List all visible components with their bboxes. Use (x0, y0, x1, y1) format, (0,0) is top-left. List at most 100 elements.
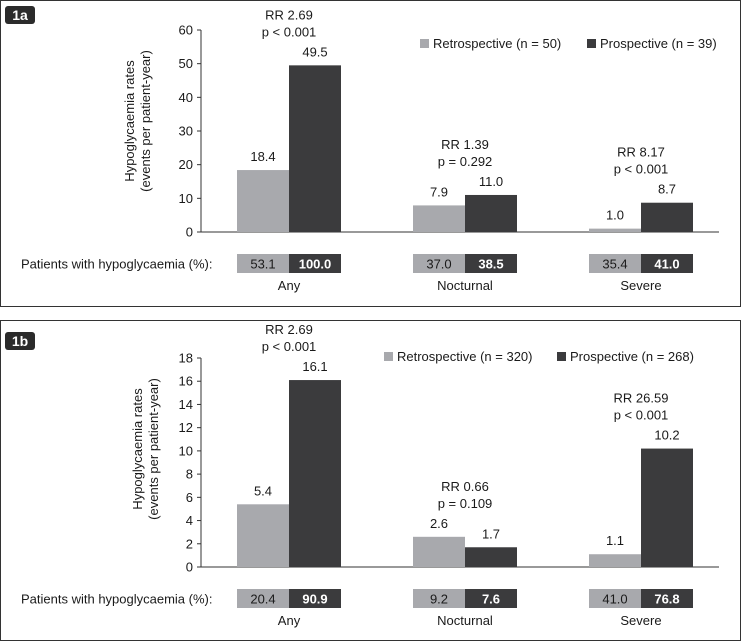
x-category-label: Severe (620, 613, 661, 628)
bar-value-label: 5.4 (254, 483, 272, 498)
legend-swatch-prospective (587, 39, 596, 48)
bar-value-label: 11.0 (479, 174, 503, 189)
bar-retrospective (413, 536, 465, 567)
bar-value-label: 49.5 (302, 44, 327, 59)
legend-label-prospective: Prospective (n = 268) (570, 349, 694, 364)
bar-value-label: 8.7 (658, 182, 676, 197)
y-tick-label: 12 (179, 420, 193, 435)
pct-cell-retrospective (413, 254, 465, 273)
y-axis-title-line1: Hypoglycaemia rates (130, 388, 145, 510)
pct-value-prospective: 41.0 (654, 257, 679, 272)
y-axis-title: Hypoglycaemia rates (events per patient-y… (130, 378, 161, 520)
pct-cell-retrospective (413, 589, 465, 608)
p-value-annotation: p < 0.001 (614, 408, 669, 423)
bar-value-label: 2.6 (430, 516, 448, 531)
pct-value-retrospective: 20.4 (250, 592, 275, 607)
y-tick-label: 50 (179, 56, 193, 71)
x-category-label: Any (278, 278, 301, 293)
chart-1b-svg: 1b 0 2 4 6 8 10 12 14 16 18 Hypoglycaemia rates (eve… (5, 322, 719, 628)
panel-label: 1a (12, 7, 28, 23)
bar-prospective (465, 194, 517, 232)
y-tick-label: 20 (179, 157, 193, 172)
bar-prospective (641, 448, 693, 567)
p-value-annotation: p < 0.001 (262, 339, 317, 354)
pct-value-retrospective: 9.2 (430, 592, 448, 607)
y-tick-label: 6 (186, 490, 193, 505)
bar-value-label: 1.0 (606, 208, 624, 223)
legend-label-prospective: Prospective (n = 39) (600, 36, 717, 51)
rr-annotation: RR 2.69 (265, 7, 313, 22)
y-axis-title: Hypoglycaemia rates (events per patient-y… (122, 50, 153, 192)
legend-swatch-prospective (557, 352, 566, 361)
pct-value-retrospective: 53.1 (250, 257, 275, 272)
y-axis-title-line2: (events per patient-year) (138, 50, 153, 192)
bar-value-label: 7.9 (430, 184, 448, 199)
bar-retrospective (589, 554, 641, 567)
pct-cell-retrospective (237, 589, 289, 608)
pct-cell-prospective (289, 589, 341, 608)
pct-value-prospective: 100.0 (299, 257, 332, 272)
panel-label-badge (5, 332, 35, 350)
rr-annotation: RR 26.59 (614, 391, 669, 406)
y-tick-label: 0 (186, 225, 193, 240)
y-tick-label: 30 (179, 124, 193, 139)
bar-value-label: 16.1 (302, 359, 327, 374)
pct-cell-prospective (289, 254, 341, 273)
chart-panel-1a: 1a 0 10 20 30 40 50 60 Hypoglycaemia rates (event… (0, 0, 741, 307)
y-tick-label: 2 (186, 536, 193, 551)
panel-label: 1b (12, 333, 28, 349)
p-value-annotation: p = 0.109 (438, 496, 493, 511)
bar-value-label: 18.4 (250, 149, 275, 164)
bar-value-label: 1.7 (482, 526, 500, 541)
y-axis-title-line2: (events per patient-year) (146, 378, 161, 520)
bar-value-label: 10.2 (654, 428, 679, 443)
y-tick-label: 14 (179, 397, 193, 412)
p-value-annotation: p < 0.001 (262, 24, 317, 39)
y-tick-label: 4 (186, 513, 193, 528)
y-tick-label: 60 (179, 23, 193, 38)
x-category-label: Any (278, 613, 301, 628)
y-tick-label: 40 (179, 90, 193, 105)
pct-cell-retrospective (589, 254, 641, 273)
panel-label-badge (5, 6, 35, 24)
pct-value-retrospective: 35.4 (602, 257, 627, 272)
y-axis-title-line1: Hypoglycaemia rates (122, 60, 137, 182)
pct-cell-prospective (641, 589, 693, 608)
pct-cell-retrospective (589, 589, 641, 608)
pct-cell-retrospective (237, 254, 289, 273)
bar-prospective (465, 547, 517, 567)
bar-value-label: 1.1 (606, 533, 624, 548)
y-tick-label: 10 (179, 443, 193, 458)
bar-retrospective (413, 205, 465, 232)
y-tick-label: 0 (186, 560, 193, 575)
pct-table-label: Patients with hypoglycaemia (%): (21, 257, 212, 272)
x-category-label: Nocturnal (437, 278, 493, 293)
chart-1a-svg: 1a 0 10 20 30 40 50 60 Hypoglycaemia rates (event… (5, 6, 719, 293)
rr-annotation: RR 0.66 (441, 479, 489, 494)
pct-value-prospective: 38.5 (478, 257, 503, 272)
x-category-label: Nocturnal (437, 613, 493, 628)
pct-cell-prospective (641, 254, 693, 273)
legend-swatch-retrospective (384, 352, 393, 361)
bar-prospective (289, 380, 341, 567)
legend-swatch-retrospective (420, 39, 429, 48)
y-tick-label: 18 (179, 351, 193, 366)
y-tick-label: 10 (179, 191, 193, 206)
pct-value-retrospective: 37.0 (426, 257, 451, 272)
x-category-label: Severe (620, 278, 661, 293)
pct-value-prospective: 7.6 (482, 592, 500, 607)
legend-label-retrospective: Retrospective (n = 320) (397, 349, 532, 364)
rr-annotation: RR 8.17 (617, 145, 665, 160)
legend-label-retrospective: Retrospective (n = 50) (433, 36, 561, 51)
p-value-annotation: p < 0.001 (614, 162, 669, 177)
pct-table-label: Patients with hypoglycaemia (%): (21, 592, 212, 607)
chart-panel-1b: 1b 0 2 4 6 8 10 12 14 16 18 Hypoglycaemia rates (eve… (0, 320, 741, 641)
y-tick-label: 8 (186, 467, 193, 482)
pct-cell-prospective (465, 254, 517, 273)
pct-value-prospective: 90.9 (302, 592, 327, 607)
rr-annotation: RR 1.39 (441, 137, 489, 152)
pct-value-prospective: 76.8 (654, 592, 679, 607)
y-tick-label: 16 (179, 374, 193, 389)
pct-value-retrospective: 41.0 (602, 592, 627, 607)
bar-retrospective (237, 504, 289, 567)
